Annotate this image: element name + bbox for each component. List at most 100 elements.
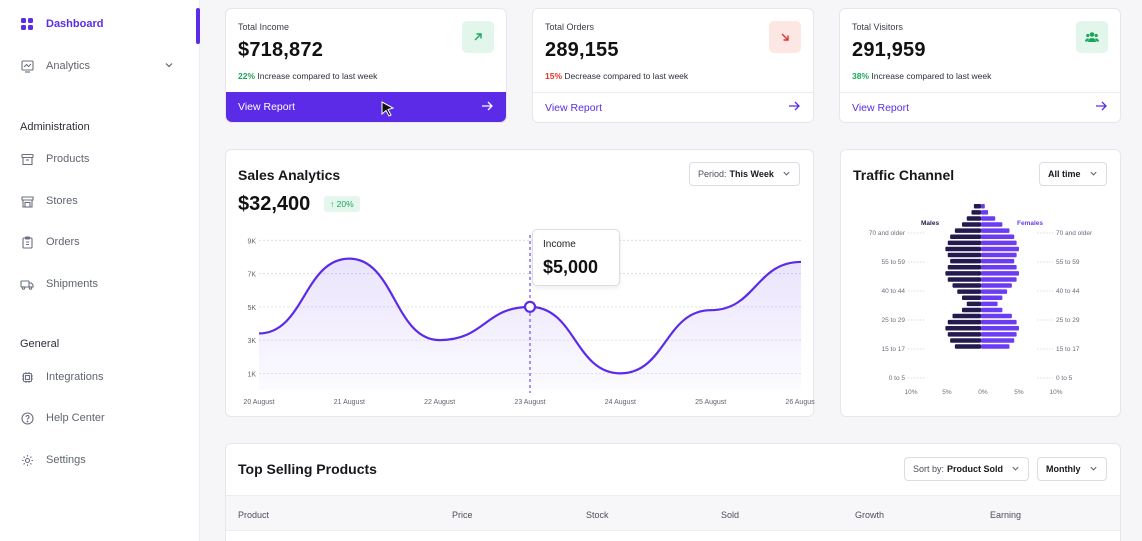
sidebar-item-products[interactable]: Products xyxy=(20,149,180,169)
age-label-right: 55 to 59 xyxy=(1056,259,1080,266)
column-header-product[interactable]: Product xyxy=(238,510,270,520)
section-general: General xyxy=(20,338,60,350)
change-percent: 38% xyxy=(852,71,870,81)
active-nav-indicator xyxy=(196,8,200,44)
view-report-button[interactable]: View Report xyxy=(226,92,506,122)
male-bar xyxy=(945,271,981,276)
column-header-earning[interactable]: Earning xyxy=(990,510,1022,520)
sidebar-item-shipments[interactable]: Shipments xyxy=(20,274,180,294)
female-bar xyxy=(981,326,1019,331)
x-tick-label: 20 August xyxy=(243,399,274,406)
range-dropdown[interactable]: Monthly xyxy=(1037,457,1107,481)
female-bar xyxy=(981,289,1008,294)
male-bar xyxy=(954,228,981,233)
dashboard-grid-icon xyxy=(20,17,34,31)
traffic-channel-card: Traffic Channel All time Males Females 70 … xyxy=(840,149,1121,417)
change-text: Increase compared to last week xyxy=(869,71,992,81)
male-bar xyxy=(966,301,981,307)
male-bar xyxy=(950,258,981,264)
chart-tooltip: Income $5,000 xyxy=(532,229,620,286)
sidebar-item-settings[interactable]: Settings xyxy=(20,450,180,470)
column-header-growth[interactable]: Growth xyxy=(855,510,885,520)
x-tick-label: 10% xyxy=(904,389,917,396)
x-tick-label: 24 August xyxy=(605,399,636,406)
column-header-sold[interactable]: Sold xyxy=(721,510,740,520)
stat-change: 22% Increase compared to last week xyxy=(238,71,377,81)
male-bar xyxy=(947,240,981,246)
age-label-right: 15 to 17 xyxy=(1056,346,1080,353)
age-label-right: 0 to 5 xyxy=(1056,375,1073,382)
female-bar xyxy=(981,295,1003,300)
arrow-up-right-icon xyxy=(462,21,494,53)
box-icon xyxy=(20,152,34,166)
view-report-button[interactable]: View Report xyxy=(533,92,813,122)
male-bar xyxy=(962,307,981,313)
column-header-stock[interactable]: Stock xyxy=(586,510,609,520)
view-report-label: View Report xyxy=(238,101,296,113)
chevron-down-icon[interactable] xyxy=(164,60,174,73)
stat-value: 291,959 xyxy=(852,39,926,61)
traffic-range-dropdown[interactable]: All time xyxy=(1039,162,1107,186)
sales-amount: $32,400 xyxy=(238,193,311,215)
period-label: Period: xyxy=(698,169,727,179)
male-bar xyxy=(957,289,981,294)
card-title: Sales Analytics xyxy=(238,167,341,183)
range-value: Monthly xyxy=(1046,464,1081,474)
sidebar-item-label: Products xyxy=(46,153,90,165)
male-bar xyxy=(947,265,981,270)
growth-badge: ↑ 20% xyxy=(324,196,360,212)
sidebar: Dashboard Analytics Administration Produ… xyxy=(0,0,200,541)
sidebar-item-integrations[interactable]: Integrations xyxy=(20,367,180,387)
traffic-range-value: All time xyxy=(1048,169,1081,179)
age-label-left: 70 and older xyxy=(869,230,906,237)
arrow-right-icon xyxy=(788,100,801,115)
change-text: Increase compared to last week xyxy=(255,71,378,81)
view-report-button[interactable]: View Report xyxy=(840,92,1120,122)
age-label-left: 0 to 5 xyxy=(889,375,906,382)
highlight-point xyxy=(523,300,537,313)
male-bar xyxy=(973,204,981,209)
male-bar xyxy=(945,326,981,331)
chevron-down-icon xyxy=(782,169,791,180)
gear-icon xyxy=(20,453,34,467)
x-tick-label: 21 August xyxy=(334,399,365,406)
sort-value: Product Sold xyxy=(947,464,1004,474)
stat-change: 38% Increase compared to last week xyxy=(852,71,991,81)
chevron-down-icon xyxy=(1089,464,1098,475)
sales-analytics-card: Sales Analytics Period: This Week $32,400… xyxy=(225,149,815,417)
sidebar-item-analytics[interactable]: Analytics xyxy=(20,56,180,76)
sidebar-item-label: Stores xyxy=(46,195,78,207)
sales-chart: 1K 3K 5K 7K 9K 20 August 21 August 22 August 23 … xyxy=(243,235,815,406)
question-icon xyxy=(20,411,34,425)
clipboard-icon xyxy=(20,235,34,249)
sidebar-item-orders[interactable]: Orders xyxy=(20,232,180,252)
male-bar xyxy=(950,234,981,239)
period-dropdown[interactable]: Period: This Week xyxy=(689,162,800,186)
male-bar xyxy=(952,313,981,319)
x-tick-label: 26 August xyxy=(785,399,815,406)
sidebar-item-label: Help Center xyxy=(46,412,105,424)
sort-dropdown[interactable]: Sort by: Product Sold xyxy=(904,457,1030,481)
change-text: Decrease compared to last week xyxy=(562,71,689,81)
change-percent: 22% xyxy=(238,71,256,81)
sort-label: Sort by: xyxy=(913,464,945,474)
traffic-chart: Males Females 70 and older 70 and older 55 t… xyxy=(869,204,1093,396)
truck-icon xyxy=(20,277,34,291)
sidebar-item-dashboard[interactable]: Dashboard xyxy=(20,14,180,34)
tooltip-label: Income xyxy=(543,239,576,250)
column-header-price[interactable]: Price xyxy=(452,510,473,520)
change-percent: 15% xyxy=(545,71,563,81)
male-bar xyxy=(952,283,981,288)
sidebar-item-label: Analytics xyxy=(46,60,91,72)
y-tick-label: 1K xyxy=(247,371,256,378)
y-tick-label: 3K xyxy=(247,338,256,345)
x-tick-label: 22 August xyxy=(424,399,455,406)
sidebar-item-help-center[interactable]: Help Center xyxy=(20,408,180,428)
male-bar xyxy=(971,210,981,215)
sidebar-item-stores[interactable]: Stores xyxy=(20,191,180,211)
female-bar xyxy=(981,307,1003,313)
legend-males: Males xyxy=(921,220,939,227)
section-administration: Administration xyxy=(20,121,90,133)
x-tick-label: 0% xyxy=(978,389,988,396)
stat-label: Total Orders xyxy=(545,22,595,32)
